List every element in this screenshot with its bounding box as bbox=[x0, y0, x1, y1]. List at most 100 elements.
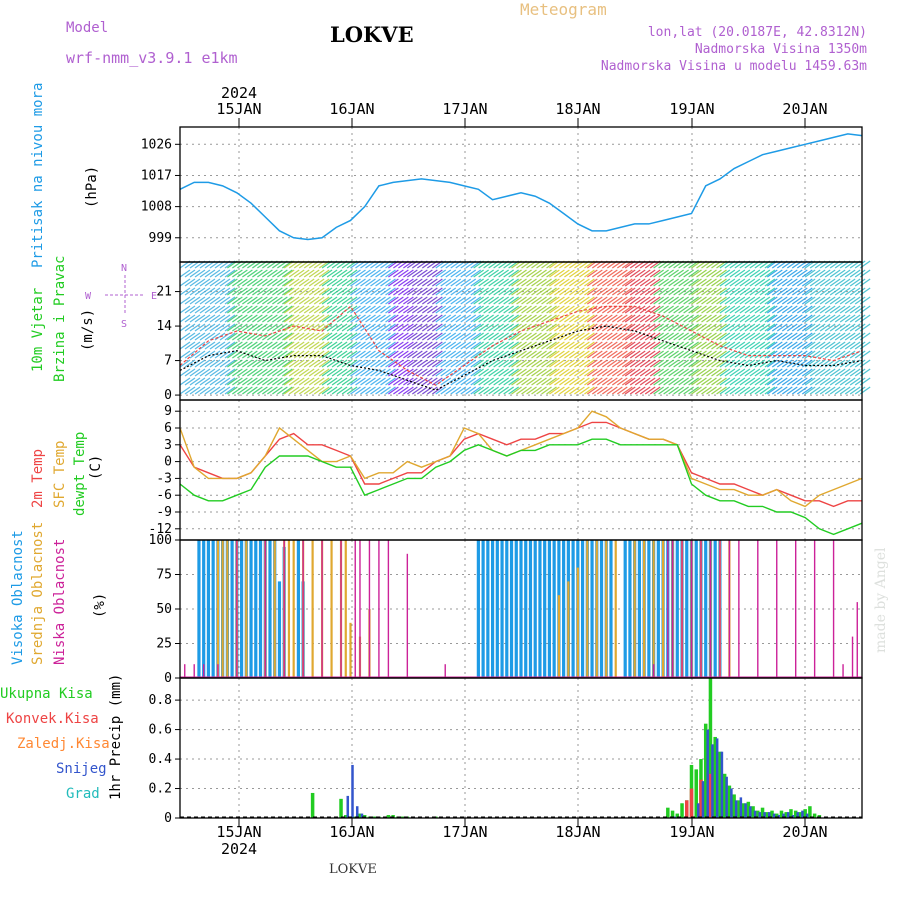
wind-barb bbox=[716, 314, 727, 323]
wind-barb bbox=[766, 278, 778, 287]
wind-barb bbox=[849, 341, 861, 350]
wind-barb bbox=[380, 314, 391, 323]
wind-barb bbox=[511, 359, 522, 368]
cloud-mid-bar bbox=[245, 540, 248, 678]
wind-barb bbox=[729, 386, 741, 395]
wind-barb bbox=[276, 341, 288, 350]
wind-barb bbox=[293, 350, 305, 359]
wind-barb bbox=[346, 377, 358, 386]
wind-barb bbox=[403, 323, 414, 332]
wind-barb bbox=[246, 368, 258, 377]
wind-barb bbox=[283, 296, 295, 305]
y-tick-label: 14 bbox=[156, 319, 172, 334]
wind-barb bbox=[231, 296, 243, 305]
wind-barb bbox=[508, 296, 520, 305]
wind-barb bbox=[478, 305, 490, 314]
wind-barb bbox=[189, 287, 201, 296]
wind-barb bbox=[189, 323, 201, 332]
wind-barb bbox=[455, 296, 467, 305]
wind-barb bbox=[559, 269, 570, 278]
wind-barb bbox=[824, 305, 836, 314]
wind-barb bbox=[483, 332, 495, 341]
wind-barb bbox=[271, 314, 283, 323]
wind-barb bbox=[526, 314, 537, 323]
wind-barb bbox=[184, 359, 196, 368]
wind-barb bbox=[246, 278, 258, 287]
wind-barb bbox=[331, 323, 343, 332]
wind-barb bbox=[189, 368, 201, 377]
cloud-low-bar bbox=[236, 540, 238, 678]
wind-barb bbox=[336, 296, 348, 305]
cloud-low-bar bbox=[368, 540, 371, 678]
wind-barb bbox=[639, 296, 651, 305]
wind-barb bbox=[421, 350, 433, 359]
wind-barb bbox=[606, 350, 618, 359]
wind-barb bbox=[591, 341, 603, 350]
precip-total-bar bbox=[803, 809, 807, 818]
wind-barb bbox=[804, 368, 816, 377]
wind-barb bbox=[749, 368, 761, 377]
wind-barb bbox=[455, 377, 467, 386]
wind-barb bbox=[398, 278, 409, 287]
wind-barb bbox=[219, 314, 231, 323]
footer-location: LOKVE bbox=[329, 862, 377, 877]
wind-barb bbox=[393, 359, 404, 368]
wind-barb bbox=[365, 386, 376, 395]
precip-snow-bar bbox=[796, 812, 799, 818]
precip-total-bar bbox=[670, 810, 675, 818]
wind-barb bbox=[596, 386, 608, 395]
wind-barb bbox=[663, 350, 674, 359]
wind-barb bbox=[331, 350, 343, 359]
y-tick-label: -3 bbox=[156, 471, 172, 486]
wind-barb bbox=[470, 341, 482, 350]
wind-barb bbox=[483, 386, 495, 395]
wind-barb bbox=[313, 314, 325, 323]
wind-barb bbox=[691, 314, 702, 323]
wind-barb bbox=[849, 323, 861, 332]
wind-barb bbox=[385, 278, 396, 287]
wind-barb bbox=[569, 314, 580, 323]
wind-barb bbox=[470, 332, 482, 341]
wind-barb bbox=[549, 368, 560, 377]
wind-barb bbox=[298, 359, 310, 368]
wind-barb bbox=[508, 305, 520, 314]
wind-barb bbox=[596, 287, 608, 296]
wind-barb bbox=[536, 377, 547, 386]
wind-barb bbox=[678, 323, 689, 332]
wind-barb bbox=[406, 278, 418, 287]
wind-barb bbox=[526, 350, 537, 359]
wind-barb bbox=[663, 359, 674, 368]
wind-barb bbox=[549, 296, 560, 305]
wind-barb bbox=[256, 377, 268, 386]
wind-barb bbox=[435, 269, 447, 278]
wind-barb bbox=[266, 377, 278, 386]
wind-barb bbox=[734, 341, 746, 350]
wind-barb bbox=[488, 332, 500, 341]
wind-barb bbox=[421, 341, 433, 350]
wind-barb bbox=[331, 305, 343, 314]
wind-barb bbox=[445, 341, 457, 350]
wind-barb bbox=[696, 377, 707, 386]
wind-barb bbox=[764, 278, 776, 287]
wind-barb bbox=[579, 350, 590, 359]
wind-barb bbox=[574, 323, 585, 332]
wind-barb bbox=[559, 341, 570, 350]
wind-barb bbox=[729, 296, 741, 305]
wind-barb bbox=[716, 350, 727, 359]
wind-barb bbox=[360, 269, 371, 278]
wind-barb bbox=[276, 269, 288, 278]
wind-barb bbox=[179, 314, 191, 323]
wind-barb bbox=[839, 305, 851, 314]
wind-barb bbox=[809, 368, 821, 377]
wind-barb bbox=[574, 332, 585, 341]
wind-barb bbox=[724, 314, 736, 323]
wind-barb bbox=[303, 269, 315, 278]
wind-barb bbox=[281, 350, 293, 359]
wind-barb bbox=[303, 323, 315, 332]
wind-barb bbox=[204, 332, 216, 341]
wind-barb bbox=[341, 323, 353, 332]
wind-barb bbox=[214, 278, 226, 287]
wind-barb bbox=[470, 377, 482, 386]
wind-barb bbox=[336, 350, 348, 359]
cloud-mid-bar bbox=[633, 540, 636, 678]
